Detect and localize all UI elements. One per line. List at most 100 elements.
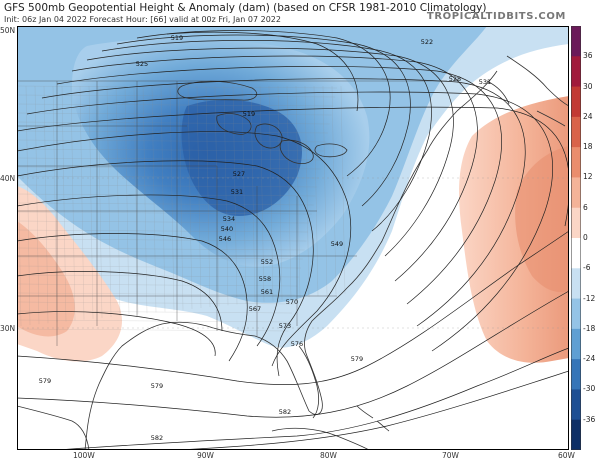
lat-label-40n: 40N xyxy=(0,174,16,183)
contour-label: 582 xyxy=(151,434,163,442)
height-contour-line xyxy=(17,131,352,367)
contour-label: 527 xyxy=(233,170,245,178)
county-line xyxy=(43,85,49,324)
weather-map: 519 522 528 531 519 525 527 531 534 540 546 549 552 5… xyxy=(17,26,569,450)
contour-label: 534 xyxy=(223,215,235,223)
contour-label: 567 xyxy=(249,305,261,313)
colorbar-swatch xyxy=(571,147,581,178)
colorbar-swatch xyxy=(571,328,581,360)
height-contour-line xyxy=(17,194,281,347)
county-line xyxy=(17,220,311,224)
county-line xyxy=(106,85,112,318)
county-line xyxy=(17,139,327,143)
contour-label: 522 xyxy=(421,38,433,46)
colorbar-swatch xyxy=(571,268,581,300)
warm-anomaly-west-inner xyxy=(17,221,75,337)
height-contour-line xyxy=(41,78,526,327)
colorbar-swatch xyxy=(571,116,581,148)
colorbar-label: -6 xyxy=(583,263,591,273)
colorbar-swatch xyxy=(571,359,581,390)
contour-label: 573 xyxy=(279,322,291,330)
county-line xyxy=(286,85,292,300)
height-contour-line xyxy=(86,47,454,257)
county-line xyxy=(17,283,298,287)
county-line xyxy=(160,85,166,312)
county-line xyxy=(17,121,330,125)
county-line xyxy=(178,85,184,310)
county-line xyxy=(17,256,303,260)
county-line xyxy=(17,130,329,134)
county-line xyxy=(241,85,247,304)
lon-label-60w: 60W xyxy=(558,451,575,460)
county-line xyxy=(17,229,309,233)
county-line xyxy=(17,292,296,296)
county-line xyxy=(124,85,130,316)
county-line xyxy=(115,85,121,317)
colorbar-swatch xyxy=(571,389,581,421)
colorbar-swatch xyxy=(571,177,581,209)
colorbar-swatch xyxy=(571,298,581,330)
colorbar-label: 36 xyxy=(583,51,593,61)
lon-label-100w: 100W xyxy=(73,451,95,460)
county-line xyxy=(304,85,310,298)
contour-label: 582 xyxy=(279,408,291,416)
graticule xyxy=(17,177,569,329)
contour-label: 546 xyxy=(219,235,231,243)
county-boundaries xyxy=(17,85,346,332)
height-contour-line xyxy=(17,160,314,377)
county-line xyxy=(17,211,312,215)
county-line xyxy=(259,85,265,302)
colorbar-swatch xyxy=(571,86,581,118)
contour-label: 579 xyxy=(39,377,51,385)
county-line xyxy=(17,265,302,269)
height-contour-line xyxy=(17,230,569,386)
height-contour-line xyxy=(17,271,223,332)
county-line xyxy=(205,85,211,308)
county-line xyxy=(97,85,103,318)
lon-label-80w: 80W xyxy=(320,451,337,460)
colorbar-label: -24 xyxy=(583,354,596,364)
county-line xyxy=(17,166,321,170)
county-line xyxy=(268,85,274,301)
colorbar-label: -12 xyxy=(583,293,596,303)
colorbar-label: 0 xyxy=(583,233,588,242)
county-line xyxy=(79,85,85,320)
contour-label: 531 xyxy=(231,188,243,196)
height-contour-line xyxy=(17,106,569,227)
county-line xyxy=(17,148,325,152)
contour-label: 531 xyxy=(479,78,491,86)
county-line xyxy=(133,85,139,315)
county-line xyxy=(17,319,291,323)
height-contour-line xyxy=(136,30,391,177)
colorbar-swatch xyxy=(571,207,581,239)
colorbar-label: -36 xyxy=(583,414,596,424)
colorbar-swatch xyxy=(571,26,581,57)
brand-watermark[interactable]: TROPICALTIDBITS.COM xyxy=(426,11,566,22)
map-title: GFS 500mb Geopotential Height & Anomaly … xyxy=(4,2,487,14)
colorbar-label: 24 xyxy=(583,111,593,121)
county-line xyxy=(17,247,305,251)
colorbar-label: 30 xyxy=(583,81,593,91)
contour-label: 528 xyxy=(449,75,461,83)
height-contours xyxy=(17,30,569,450)
height-contour-line xyxy=(176,370,569,450)
county-line xyxy=(17,202,314,206)
county-line xyxy=(223,85,229,306)
county-line xyxy=(169,85,175,311)
height-contour-line xyxy=(26,91,553,352)
county-line xyxy=(17,157,323,161)
map-subtitle: Init: 06z Jan 04 2022 Forecast Hour: [66… xyxy=(4,15,281,24)
contour-label: 570 xyxy=(286,298,298,306)
county-line xyxy=(17,301,294,305)
contour-label: 558 xyxy=(259,275,271,283)
colorbar-label: -18 xyxy=(583,323,596,333)
colorbar-swatch xyxy=(571,56,581,88)
height-contour-line xyxy=(116,34,411,207)
county-line xyxy=(17,112,332,116)
county-line xyxy=(232,85,238,305)
contour-label: 540 xyxy=(221,225,233,233)
county-line xyxy=(151,85,157,313)
county-line xyxy=(322,85,328,296)
colorbar-label: 12 xyxy=(583,172,593,182)
lon-label-70w: 70W xyxy=(442,451,459,460)
